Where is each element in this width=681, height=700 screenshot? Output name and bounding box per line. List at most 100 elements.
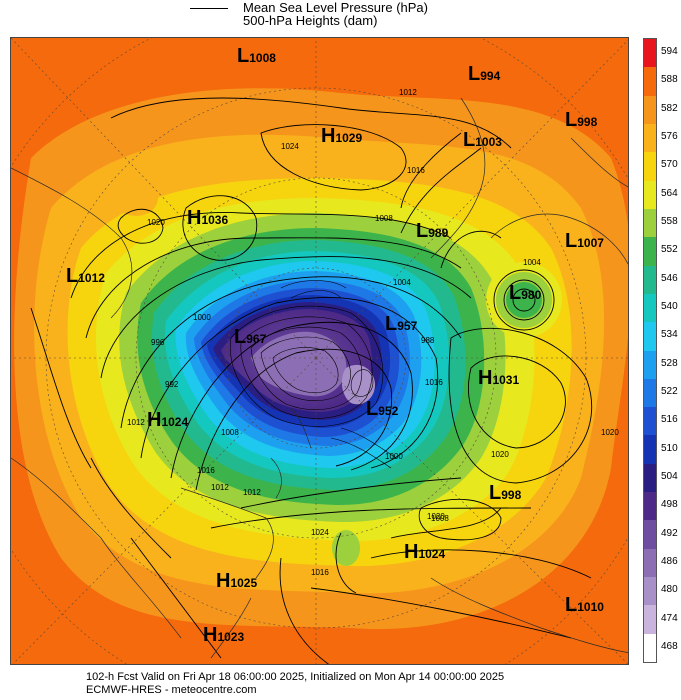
high-pressure-center: H1029	[321, 126, 362, 147]
pressure-center-value: 1024	[418, 547, 446, 561]
pressure-center-value: 994	[480, 69, 501, 83]
isobar-label: 1012	[243, 488, 261, 497]
pressure-center-letter: L	[509, 282, 522, 304]
heights-colorbar	[643, 38, 657, 663]
pressure-center-value: 1024	[161, 415, 189, 429]
colorbar-segment	[644, 548, 656, 578]
isobar-label: 1016	[311, 568, 329, 577]
isobar-label: 1016	[407, 166, 425, 175]
colorbar-segment	[644, 237, 656, 267]
low-pressure-center: L967	[234, 327, 266, 348]
pressure-center-letter: H	[187, 207, 202, 229]
pressure-center-value: 1010	[577, 600, 604, 614]
colorbar-segment	[644, 605, 656, 635]
colorbar-segment	[644, 463, 656, 493]
isobar-label: 1008	[431, 514, 449, 523]
isobar-label: 1012	[399, 88, 417, 97]
pressure-center-value: 998	[501, 488, 522, 502]
isobar-label: 1000	[193, 313, 211, 322]
colorbar-segment	[644, 293, 656, 323]
model-credit: ECMWF-HRES - meteocentre.com	[86, 684, 257, 696]
pressure-center-value: 957	[397, 319, 418, 333]
colorbar-segment	[644, 492, 656, 521]
pressure-center-value: 980	[521, 288, 542, 302]
pressure-center-letter: L	[565, 230, 578, 252]
pressure-center-value: 1029	[335, 131, 363, 145]
isobar-label: 1020	[491, 450, 509, 459]
pressure-center-letter: H	[478, 367, 493, 389]
colorbar-segment	[644, 180, 656, 210]
isobar-label: 1016	[425, 378, 443, 387]
low-pressure-center: L1008	[237, 46, 276, 67]
pressure-center-value: 1007	[577, 236, 604, 250]
pressure-center-value: 1036	[201, 213, 229, 227]
isobar-label: 988	[421, 336, 435, 345]
isobar-label: 1020	[147, 218, 165, 227]
low-pressure-center: L998	[489, 483, 521, 504]
colorbar-tick-label: 474	[661, 612, 678, 624]
pressure-center-letter: L	[237, 45, 250, 67]
colorbar-segment	[644, 633, 656, 663]
high-pressure-center: H1024	[404, 542, 445, 563]
colorbar-segment	[644, 407, 656, 436]
isobar-line-sample	[190, 8, 228, 9]
colorbar-segment	[644, 378, 656, 408]
pressure-center-letter: H	[216, 570, 231, 592]
colorbar-tick-label: 540	[661, 301, 678, 313]
colorbar-segment	[644, 39, 656, 68]
colorbar-segment	[644, 520, 656, 550]
colorbar-tick-label: 528	[661, 357, 678, 369]
pressure-center-value: 1023	[217, 630, 245, 644]
colorbar-tick-label: 546	[661, 272, 678, 284]
pressure-center-value: 1025	[230, 576, 258, 590]
pressure-center-letter: L	[234, 326, 247, 348]
colorbar-tick-label: 594	[661, 46, 678, 58]
pressure-center-letter: H	[147, 409, 162, 431]
pressure-center-value: 1031	[492, 373, 520, 387]
pressure-center-letter: H	[203, 624, 218, 646]
pressure-center-letter: L	[565, 109, 578, 131]
pressure-center-letter: L	[489, 482, 502, 504]
colorbar-tick-label: 570	[661, 159, 678, 171]
mslp-legend-label: Mean Sea Level Pressure (hPa)	[243, 0, 428, 15]
colorbar-segment	[644, 208, 656, 238]
low-pressure-center: L994	[468, 64, 500, 85]
pressure-center-value: 952	[378, 404, 399, 418]
colorbar-segment	[644, 322, 656, 351]
pressure-center-letter: L	[468, 63, 481, 85]
forecast-valid-caption: 102-h Fcst Valid on Fri Apr 18 06:00:00 …	[86, 671, 505, 683]
colorbar-tick-label: 522	[661, 385, 678, 397]
high-pressure-center: H1031	[478, 368, 519, 389]
pressure-center-value: 1008	[249, 51, 276, 65]
colorbar-tick-label: 504	[661, 470, 678, 482]
polar-stereographic-map: 1012 1024 1020 1008 1016 1004 1000 996 992 988 101…	[10, 37, 629, 665]
isobar-label: 996	[151, 338, 165, 347]
pressure-center-letter: L	[66, 265, 79, 287]
pressure-center-value: 967	[246, 332, 267, 346]
colorbar-tick-label: 552	[661, 244, 678, 256]
colorbar-segment	[644, 67, 656, 97]
colorbar-segment	[644, 350, 656, 380]
colorbar-tick-label: 516	[661, 414, 678, 426]
isobar-label: 1012	[211, 483, 229, 492]
isobar-label: 1000	[385, 452, 403, 461]
low-pressure-center: L1003	[463, 130, 502, 151]
colorbar-tick-label: 576	[661, 131, 678, 143]
colorbar-tick-label: 558	[661, 216, 678, 228]
colorbar-tick-label: 582	[661, 102, 678, 114]
colorbar-segment	[644, 95, 656, 125]
low-pressure-center: L1010	[565, 595, 604, 616]
colorbar-tick-label: 498	[661, 499, 678, 511]
high-pressure-center: H1025	[216, 571, 257, 592]
isobar-label: 1012	[127, 418, 145, 427]
heights-field	[11, 38, 628, 664]
low-pressure-center: L1012	[66, 266, 105, 287]
colorbar-tick-label: 510	[661, 442, 678, 454]
pressure-center-value: 998	[577, 115, 598, 129]
colorbar-tick-label: 492	[661, 527, 678, 539]
low-pressure-center: L1007	[565, 231, 604, 252]
colorbar-tick-label: 480	[661, 584, 678, 596]
pressure-center-letter: H	[321, 125, 336, 147]
high-pressure-center: H1036	[187, 208, 228, 229]
isobar-label: 992	[165, 380, 179, 389]
